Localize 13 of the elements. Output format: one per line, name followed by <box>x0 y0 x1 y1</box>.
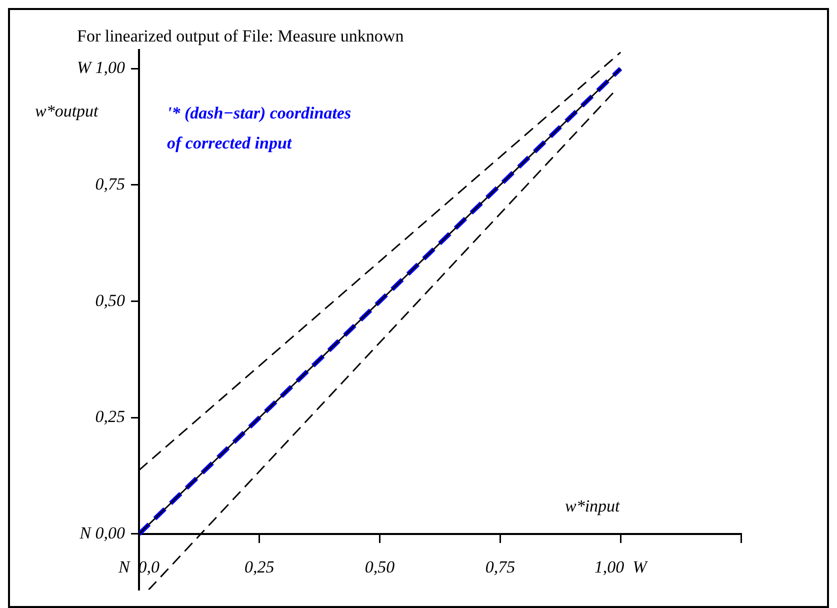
y-axis-title: w*output <box>35 101 100 120</box>
y-tick-label: N 0,00 <box>78 523 126 542</box>
x-tick-label: 0,50 <box>364 558 396 577</box>
chart-title: For linearized output of File: Measure unknown <box>77 26 404 46</box>
x-tick-label: 0,25 <box>244 558 274 577</box>
y-tick-label: 0,25 <box>95 407 125 426</box>
x-tick-label: 0,75 <box>485 558 516 577</box>
y-tick-label: 0,50 <box>95 290 126 310</box>
annotation: '* (dash−star) coordinates of corrected input <box>167 103 352 152</box>
x-tick-label: 1,00 W <box>594 558 649 577</box>
y-tick-label: 0,75 <box>95 174 125 194</box>
x-axis-title: w*input <box>565 496 622 516</box>
y-tick-label: W 1,00 <box>76 58 126 78</box>
